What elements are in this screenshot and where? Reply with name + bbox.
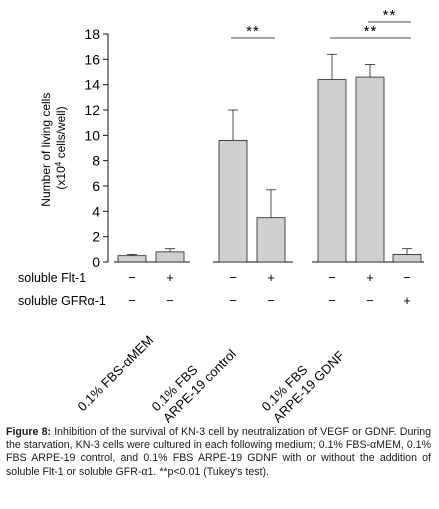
treatment-mark: −: [229, 270, 237, 285]
y-tick-label: 16: [84, 51, 100, 67]
bar: [117, 255, 147, 263]
y-axis-label: Number of living cells (x104 cells/well): [39, 89, 68, 206]
y-axis: 0 2 4 6 8 10 12 14 16 18: [84, 26, 109, 270]
treatment-mark: −: [267, 293, 275, 308]
y-axis-label-unit-exp: 4: [54, 161, 63, 166]
y-tick-label: 2: [92, 229, 100, 245]
y-tick-label: 8: [92, 153, 100, 169]
y-tick-label: 6: [92, 178, 100, 194]
y-tick-label: 10: [84, 127, 100, 143]
significance-label: **: [246, 23, 260, 40]
bar: [317, 79, 347, 263]
treatment-mark: −: [403, 270, 411, 285]
bar: [392, 253, 422, 263]
y-axis-label-main: Number of living cells: [39, 93, 53, 207]
treatment-mark: −: [166, 293, 174, 308]
treatment-mark: +: [403, 293, 411, 308]
y-tick-label: 14: [84, 77, 100, 93]
treatment-row-label: soluble Flt-1: [18, 271, 86, 285]
treatment-mark: +: [267, 270, 275, 285]
figure-caption: Figure 8: Inhibition of the survival of …: [6, 426, 431, 479]
group-label: 0.1% FBSARPE-19 GDNF: [259, 337, 348, 424]
significance-label: **: [383, 7, 397, 24]
treatment-mark: −: [328, 270, 336, 285]
group-label-line: 0.1% FBS-αMEM: [75, 332, 157, 414]
bar: [155, 251, 185, 263]
treatment-mark: −: [328, 293, 336, 308]
treatment-row-label: soluble GFRα-1: [18, 294, 106, 308]
y-tick-label: 4: [92, 203, 100, 219]
y-axis-label-unit-prefix: (x10: [54, 166, 68, 190]
y-tick-label: 18: [84, 26, 100, 42]
bar-chart: 0 2 4 6 8 10 12 14 16 18 Number of living cells (…: [18, 7, 424, 424]
treatment-table: soluble Flt-1 − + − + − + − soluble GFRα-1 − − − − − −…: [18, 270, 411, 308]
group-label: 0.1% FBSARPE-19 control: [149, 335, 239, 424]
bar: [218, 139, 248, 263]
treatment-mark: +: [166, 270, 174, 285]
treatment-mark: −: [366, 293, 374, 308]
y-axis-label-unit-suffix: cells/well): [54, 106, 68, 161]
bar: [355, 76, 385, 263]
bar: [256, 217, 286, 263]
y-tick-label: 0: [92, 254, 100, 270]
treatment-mark: −: [128, 293, 136, 308]
treatment-mark: −: [229, 293, 237, 308]
caption-prefix: Figure 8:: [6, 426, 52, 438]
significance-layer: ** ** **: [231, 7, 411, 40]
significance-label: **: [364, 23, 378, 40]
treatment-mark: +: [366, 270, 374, 285]
caption-text: Inhibition of the survival of KN-3 cell …: [6, 426, 432, 478]
group-label: 0.1% FBS-αMEM: [75, 332, 157, 414]
bars-layer: [114, 53, 424, 263]
y-tick-label: 12: [84, 102, 100, 118]
treatment-mark: −: [128, 270, 136, 285]
